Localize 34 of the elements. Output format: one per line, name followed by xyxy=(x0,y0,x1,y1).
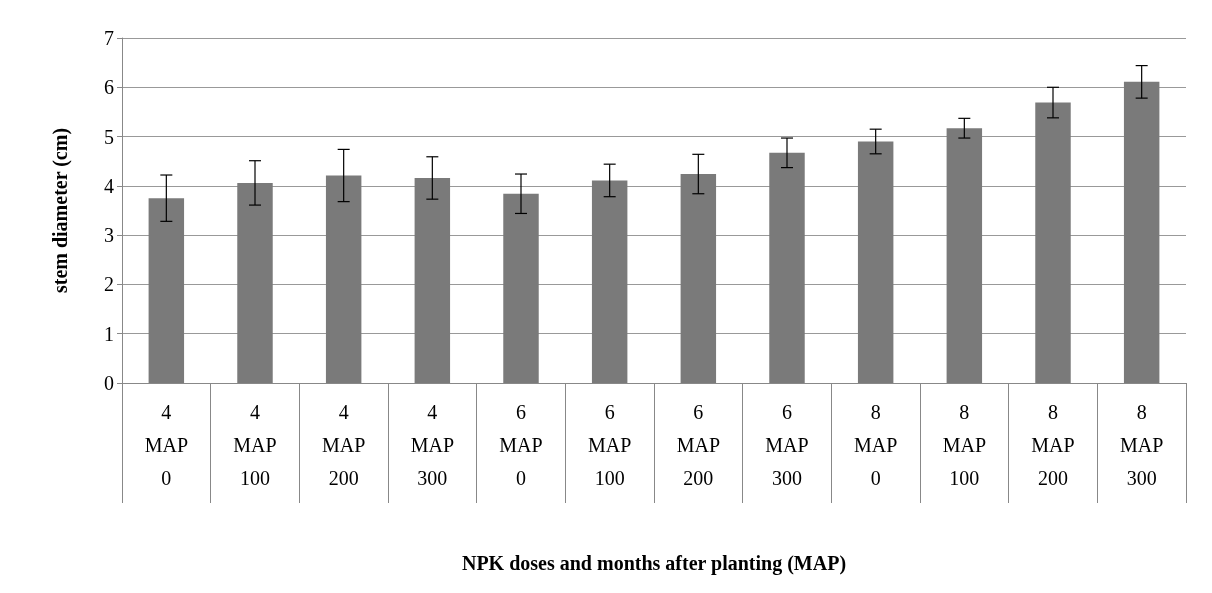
x-tick-label: 4 MAP 0 xyxy=(144,400,189,489)
y-tick-label: 4 xyxy=(104,174,114,197)
x-tick-label: 6 MAP 0 xyxy=(499,400,543,489)
bar xyxy=(857,141,894,383)
x-tick-label: 4 MAP 200 xyxy=(321,400,366,489)
y-tick-label: 2 xyxy=(104,273,114,296)
bar xyxy=(1123,81,1160,383)
y-tick-label: 6 xyxy=(104,76,114,99)
bar xyxy=(591,180,628,383)
y-tick-label: 7 xyxy=(104,27,114,49)
bar xyxy=(237,182,273,383)
bar xyxy=(148,198,185,383)
bar xyxy=(680,174,717,383)
x-tick-label: 6 MAP 300 xyxy=(765,400,809,489)
bar xyxy=(503,193,539,383)
bar xyxy=(325,175,362,383)
x-axis-title: NPK doses and months after planting (MAP) xyxy=(461,552,847,575)
y-tick-label: 5 xyxy=(104,125,114,148)
x-tick-label: 6 MAP 100 xyxy=(587,400,632,489)
bar xyxy=(946,128,983,383)
bar xyxy=(414,177,451,383)
y-axis-title: stem diameter (cm) xyxy=(49,127,72,294)
x-tick-label: 8 MAP 300 xyxy=(1119,400,1164,489)
y-tick-label: 1 xyxy=(104,322,114,345)
x-tick-label: 4 MAP 100 xyxy=(233,400,277,489)
bar xyxy=(769,152,805,383)
x-tick-label: 8 MAP 200 xyxy=(1031,400,1075,489)
x-tick-label: 6 MAP 200 xyxy=(676,400,721,489)
x-tick-label: 4 MAP 300 xyxy=(410,400,455,489)
x-tick-label: 8 MAP 0 xyxy=(853,400,898,489)
y-tick-label: 3 xyxy=(104,224,114,247)
y-tick-label: 0 xyxy=(104,372,114,394)
x-tick-label: 8 MAP 100 xyxy=(942,400,987,489)
bar xyxy=(1035,102,1071,383)
